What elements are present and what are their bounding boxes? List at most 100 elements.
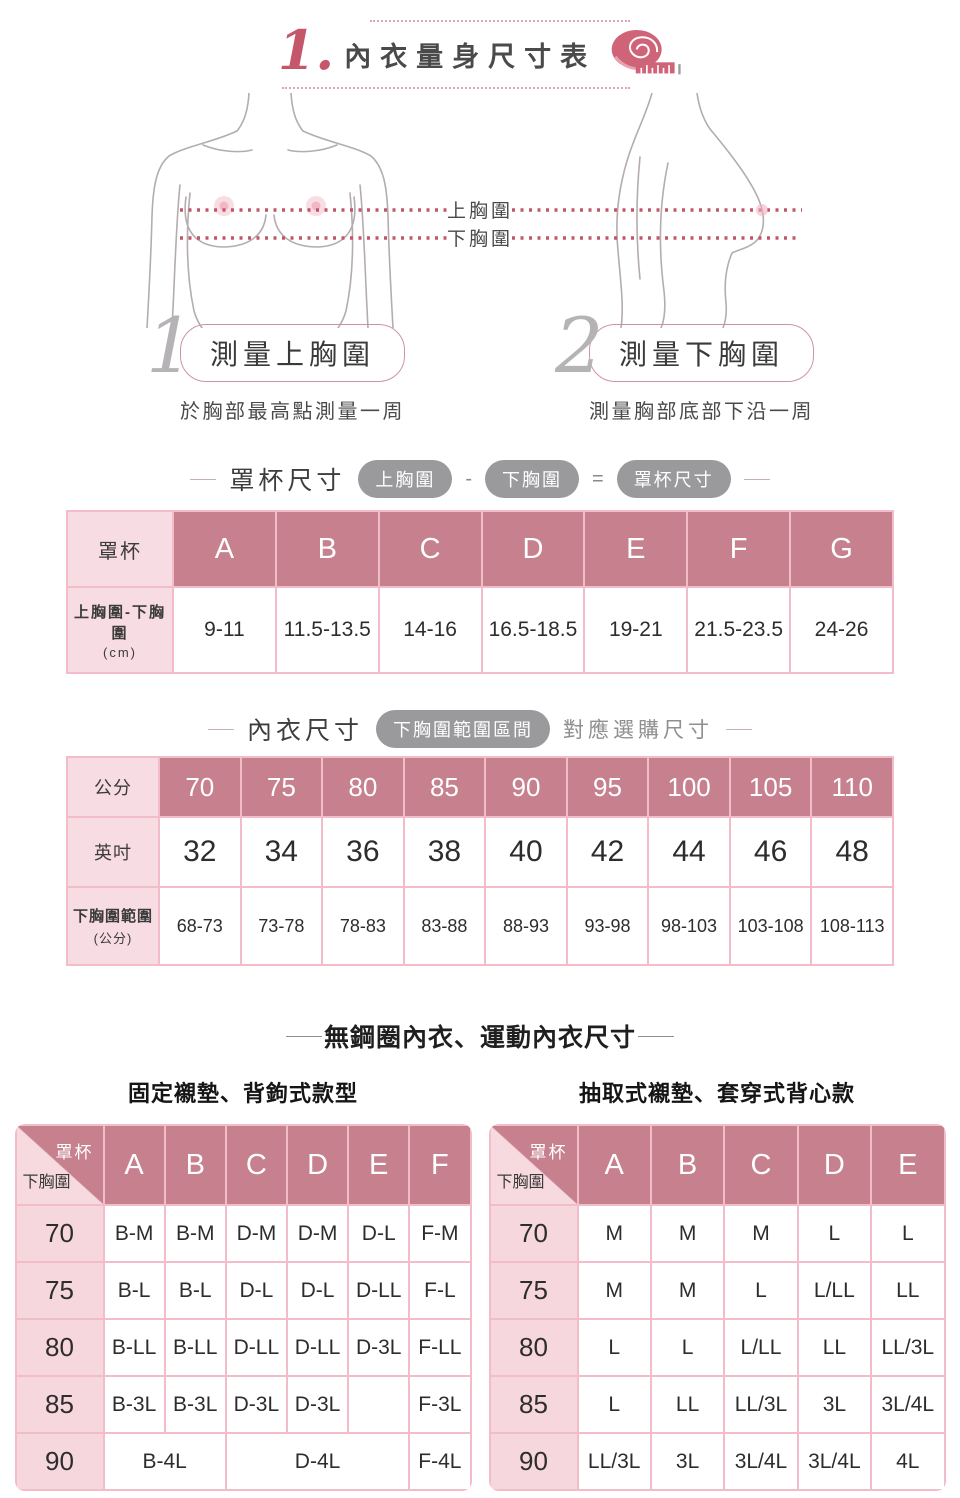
recommended-size-cell: D-M <box>285 1204 350 1263</box>
recommended-size-cell: B-LL <box>102 1318 166 1377</box>
recommended-size-cell: F-LL <box>408 1318 472 1377</box>
recommended-size-cell: D-4L <box>224 1432 411 1491</box>
recommended-size-cell <box>347 1375 411 1434</box>
bra-size-section-label: 內衣尺寸 <box>246 717 363 745</box>
step-2-number: 2 <box>555 301 604 390</box>
bra-size-table: 公分 70 75 80 85 90 95 100 105 110 英吋 32 34 36 38 40 42 44 4… <box>66 756 894 966</box>
cup-range-cell: 11.5-13.5 <box>274 586 380 674</box>
cm-size-cell: 75 <box>239 756 324 818</box>
underband-range-cell: 93-98 <box>565 886 650 966</box>
underband-row-header: 70 <box>14 1204 105 1263</box>
divider-line <box>207 728 234 730</box>
recommended-size-cell: B-M <box>102 1204 166 1263</box>
corner-underband-label: 下胸圍 <box>496 1174 545 1191</box>
fixed-pad-table-block: 固定襯墊、背鉤式款型 罩杯 下胸圍 A B C D E F 70 B-M B-M D-M D-M D-L F… <box>14 1076 472 1491</box>
inch-size-cell: 48 <box>810 816 894 888</box>
cup-range-cell: 21.5-23.5 <box>686 586 792 674</box>
recommended-size-cell: B-L <box>102 1261 166 1320</box>
cup-column-header: F <box>408 1124 472 1206</box>
cup-column-header: A <box>102 1124 166 1206</box>
cup-range-row-header: 上胸圍-下胸圍 (cm) <box>66 586 174 674</box>
wireless-section-title: 無鋼圈內衣、運動內衣尺寸 <box>323 1024 636 1052</box>
underband-row-header: 90 <box>488 1432 579 1491</box>
inch-size-cell: 32 <box>158 816 242 888</box>
recommended-size-cell: B-L <box>163 1261 227 1320</box>
cup-size-section-header: 罩杯尺寸 上胸圍 - 下胸圍 = 罩杯尺寸 <box>0 460 960 498</box>
cup-range-cell: 24-26 <box>789 586 894 674</box>
cup-column-header: A <box>576 1124 652 1206</box>
equals-sign: = <box>592 467 604 490</box>
underband-range-cell: 73-78 <box>239 886 324 966</box>
recommended-size-cell: L <box>870 1204 946 1263</box>
cup-table-value-row: 上胸圍-下胸圍 (cm) 9-11 11.5-13.5 14-16 16.5-18.5 19… <box>66 586 894 674</box>
recommended-size-cell: L <box>649 1318 726 1377</box>
recommended-size-cell: M <box>576 1204 652 1263</box>
cm-size-cell: 100 <box>647 756 731 818</box>
recommended-size-cell: LL/3L <box>723 1375 799 1434</box>
recommended-size-cell: D-L <box>285 1261 350 1320</box>
cup-column-header: B <box>163 1124 227 1206</box>
recommended-size-cell: D-LL <box>285 1318 350 1377</box>
cm-size-cell: 95 <box>565 756 650 818</box>
removable-pad-table-wrap: 罩杯 下胸圍 A B C D E 70 M M M L L 75 M M L L/LL LL 80 L L L/LL LL LL… <box>488 1124 946 1491</box>
divider-line <box>285 1035 322 1037</box>
bra-size-section-suffix: 對應選購尺寸 <box>563 719 713 742</box>
cup-column-header: C <box>377 510 483 588</box>
recommended-size-cell: L <box>723 1261 799 1320</box>
recommended-size-cell: F-3L <box>408 1375 472 1434</box>
underband-range-pill: 下胸圍範圍區間 <box>376 710 550 748</box>
matrix-row: 75 B-L B-L D-L D-L D-LL F-L <box>14 1261 472 1320</box>
underband-range-cell: 78-83 <box>321 886 405 966</box>
wireless-section-header: 無鋼圈內衣、運動內衣尺寸 <box>0 1018 960 1054</box>
recommended-size-cell: 3L/4L <box>870 1375 946 1434</box>
underband-row-header: 90 <box>14 1432 105 1491</box>
matrix-row: 80 B-LL B-LL D-LL D-LL D-3L F-LL <box>14 1318 472 1377</box>
side-body-sketch <box>616 93 765 328</box>
cup-column-header: B <box>649 1124 726 1206</box>
underband-row-header: 75 <box>488 1261 579 1320</box>
recommended-size-cell: B-LL <box>163 1318 227 1377</box>
cup-column-header: D <box>285 1124 350 1206</box>
recommended-size-cell: LL <box>649 1375 726 1434</box>
recommended-size-cell: D-LL <box>224 1318 288 1377</box>
inch-row-header: 英吋 <box>66 816 160 888</box>
cup-range-cell: 19-21 <box>583 586 689 674</box>
cm-size-cell: 105 <box>728 756 813 818</box>
inch-size-cell: 38 <box>402 816 487 888</box>
recommended-size-cell: B-M <box>163 1204 227 1263</box>
cm-size-cell: 85 <box>402 756 487 818</box>
title-number: 1. <box>277 17 335 82</box>
size-table-inch-row: 英吋 32 34 36 38 40 42 44 46 48 <box>66 816 894 888</box>
recommended-size-cell: B-3L <box>163 1375 227 1434</box>
fixed-pad-table-wrap: 罩杯 下胸圍 A B C D E F 70 B-M B-M D-M D-M D-L F-M 75 B-L B-L D… <box>14 1124 472 1491</box>
matrix-row: 90 LL/3L 3L 3L/4L 3L/4L 4L <box>488 1432 946 1491</box>
recommended-size-cell: 4L <box>870 1432 946 1491</box>
recommended-size-cell: D-L <box>224 1261 288 1320</box>
recommended-size-cell: M <box>649 1204 726 1263</box>
recommended-size-cell: L <box>576 1375 652 1434</box>
cm-size-cell: 110 <box>810 756 894 818</box>
underband-range-cell: 68-73 <box>158 886 242 966</box>
underband-range-cell: 103-108 <box>728 886 813 966</box>
inch-size-cell: 44 <box>647 816 731 888</box>
underband-row-header: 85 <box>488 1375 579 1434</box>
recommended-size-cell: 3L/4L <box>723 1432 799 1491</box>
matrix-corner-cell: 罩杯 下胸圍 <box>14 1124 105 1206</box>
recommended-size-cell: 3L <box>649 1432 726 1491</box>
recommended-size-cell: B-3L <box>102 1375 166 1434</box>
underband-range-cell: 83-88 <box>402 886 487 966</box>
under-bust-label: 下胸圍 <box>447 228 513 250</box>
cup-column-header: C <box>723 1124 799 1206</box>
cup-column-header: G <box>789 510 894 588</box>
recommended-size-cell: L <box>576 1318 652 1377</box>
cm-size-cell: 70 <box>158 756 242 818</box>
underband-row-header: 85 <box>14 1375 105 1434</box>
recommended-size-cell: LL/3L <box>576 1432 652 1491</box>
title-block: 1. 內衣量身尺寸表 <box>278 14 682 93</box>
removable-pad-caption: 抽取式襯墊、套穿式背心款 <box>578 1081 855 1106</box>
bra-size-section-header: 內衣尺寸 下胸圍範圍區間 對應選購尺寸 <box>0 710 960 748</box>
cm-size-cell: 90 <box>484 756 568 818</box>
underband-row-header: 80 <box>14 1318 105 1377</box>
size-table-cm-row: 公分 70 75 80 85 90 95 100 105 110 <box>66 756 894 818</box>
cup-range-cell: 9-11 <box>172 586 277 674</box>
